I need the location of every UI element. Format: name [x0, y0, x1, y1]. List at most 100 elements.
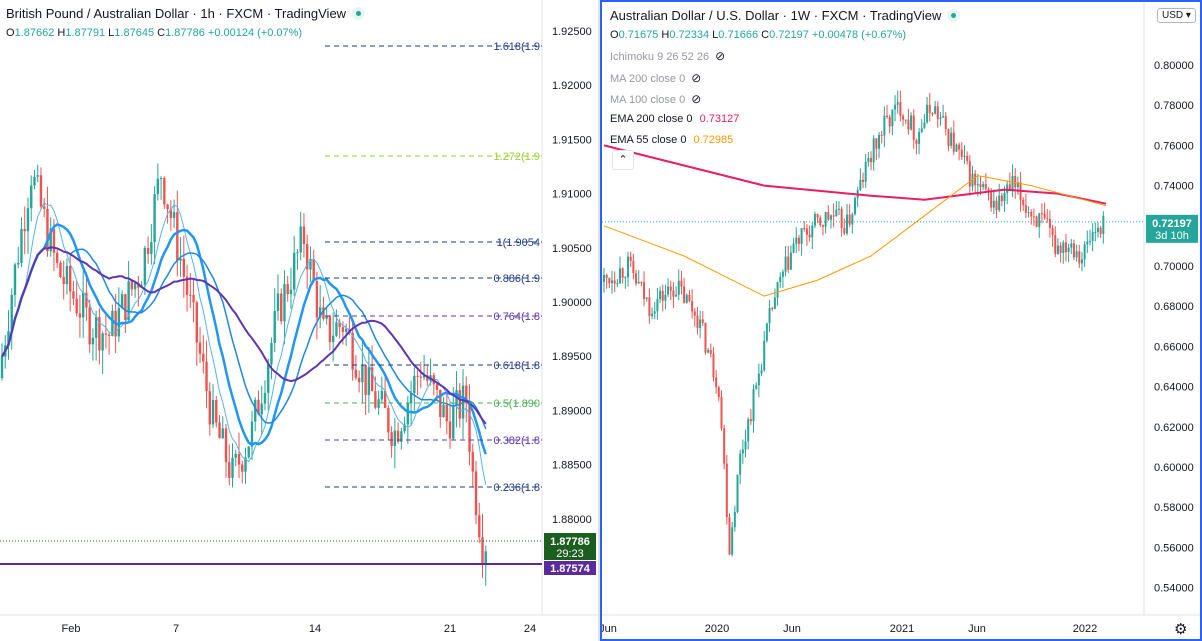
candle-body [616, 282, 619, 284]
candle-body [439, 389, 442, 418]
ema200-line [603, 144, 1107, 205]
candle-body [101, 333, 104, 351]
fib-level-label: 0.236(1.8 [494, 482, 540, 494]
candle-body [81, 292, 85, 318]
candle-body [667, 286, 670, 295]
candle-body [198, 342, 202, 354]
candle-body [629, 256, 632, 261]
right-open: 0.71675 [618, 29, 659, 41]
candle-body [1064, 242, 1067, 253]
candle-body [648, 297, 651, 317]
candle-body [474, 471, 478, 516]
candle-body [133, 282, 137, 290]
candle-body [854, 198, 856, 215]
right-close: 0.72197 [769, 29, 809, 41]
candle-body [182, 258, 186, 277]
left-price-tick-label: 1.89500 [552, 351, 592, 363]
gbpaud-chart-pane[interactable]: 1.92500 1.92000 1.91500 1.91000 1.90500 1.900… [0, 0, 598, 641]
left-title-text: British Pound / Australian Dollar · 1h ·… [6, 6, 347, 21]
candle-body [1043, 213, 1046, 219]
candle-body [835, 209, 838, 217]
candle-body [990, 192, 993, 208]
audusd-chart-pane[interactable]: 0.800000.780000.760000.740000.720000.700… [600, 0, 1202, 641]
candle-body [747, 419, 750, 442]
candle-body [701, 319, 704, 323]
eye-crossed-icon[interactable]: ⊘ [691, 71, 702, 85]
ma200-label: MA 200 close 0 [610, 73, 686, 85]
fib-level-label: 0.5(1.890 [494, 398, 540, 410]
right-symbol-title[interactable]: Australian Dollar / U.S. Dollar · 1W · F… [610, 8, 961, 23]
candle-body [55, 252, 59, 263]
right-high: 0.72334 [669, 29, 710, 41]
candle-body [608, 278, 611, 284]
candle-body [1003, 192, 1006, 202]
moving-average-line [1, 201, 487, 485]
candle-body [891, 109, 894, 127]
currency-button[interactable]: USD ▾ [1157, 8, 1196, 23]
candle-body [859, 179, 862, 190]
candle-body [984, 184, 987, 190]
candle-body [293, 252, 296, 290]
currency-label: USD [1162, 10, 1184, 21]
candle-body [1078, 251, 1081, 264]
candle-body [46, 208, 49, 252]
candle-body [704, 322, 707, 353]
candle-body [789, 252, 792, 270]
indicator-ma100[interactable]: MA 100 close 0 ⊘ [610, 92, 701, 106]
gbpaud-chart-canvas[interactable]: 1.92500 1.92000 1.91500 1.91000 1.90500 1.900… [0, 0, 598, 641]
candle-body [1011, 175, 1014, 191]
candle-body [723, 428, 726, 464]
candle-body [928, 104, 931, 114]
candle-body [331, 335, 335, 343]
candle-body [773, 297, 776, 309]
ma100-label: MA 100 close 0 [610, 94, 686, 106]
candle-body [172, 212, 176, 218]
candle-body [260, 403, 263, 415]
candle-body [733, 511, 736, 528]
candle-body [963, 155, 966, 157]
candle-body [672, 290, 675, 297]
left-symbol-title[interactable]: British Pound / Australian Dollar · 1h ·… [6, 6, 366, 21]
collapse-legend-button[interactable]: ⌃ [612, 150, 634, 170]
market-open-icon [352, 7, 366, 20]
candle-body [247, 446, 250, 458]
candle-body [1048, 219, 1051, 228]
candle-body [659, 290, 662, 300]
left-time-tick-label: 14 [309, 623, 321, 635]
indicator-ichimoku[interactable]: Ichimoku 9 26 52 26 ⊘ [610, 49, 725, 63]
candle-body [390, 432, 393, 446]
candle-body [465, 385, 468, 404]
pane-divider[interactable] [598, 0, 600, 641]
candle-body [26, 208, 30, 232]
candle-body [843, 228, 846, 234]
candle-body [124, 294, 127, 321]
eye-crossed-icon[interactable]: ⊘ [715, 49, 726, 63]
candle-body [894, 104, 897, 110]
gear-icon[interactable]: ⚙ [1174, 621, 1187, 638]
candle-body [808, 234, 811, 238]
candle-body [406, 403, 410, 425]
candle-body [907, 119, 910, 130]
candle-body [800, 228, 803, 244]
candle-body [270, 342, 273, 365]
candle-body [1075, 251, 1078, 258]
right-price-tick-label: 0.64000 [1154, 382, 1194, 394]
market-open-icon [947, 9, 961, 22]
left-open: 1.87662 [14, 27, 55, 39]
candle-body [468, 403, 471, 452]
candle-body [950, 132, 953, 146]
indicator-ema55[interactable]: EMA 55 close 0 0.72985 [610, 134, 733, 146]
candle-body [619, 268, 622, 283]
eye-crossed-icon[interactable]: ⊘ [691, 92, 702, 106]
indicator-ema200[interactable]: EMA 200 close 0 0.73127 [610, 113, 739, 125]
left-close: 1.87786 [165, 27, 205, 39]
right-time-tick-label: Jun [968, 623, 986, 635]
candle-body [944, 116, 947, 129]
indicator-ma200[interactable]: MA 200 close 0 ⊘ [610, 71, 701, 85]
candle-body [878, 134, 881, 149]
audusd-chart-canvas[interactable]: 0.800000.780000.760000.740000.720000.700… [602, 2, 1200, 639]
candle-body [1000, 195, 1003, 202]
candle-body [896, 102, 899, 105]
candle-body [62, 277, 65, 285]
candle-body [643, 282, 646, 299]
